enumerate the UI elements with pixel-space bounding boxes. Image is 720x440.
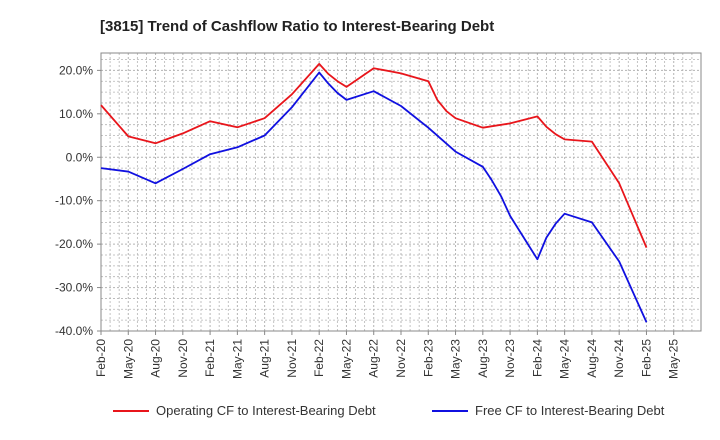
y-tick-label: -30.0% [55,281,93,295]
x-tick-label: Nov-20 [176,339,190,378]
y-tick-label: 10.0% [59,107,93,121]
x-tick-label: May-22 [339,339,353,379]
x-tick-label: May-23 [449,339,463,379]
series-line-2 [100,71,648,323]
x-tick-label: Aug-23 [476,339,490,378]
x-tick-label: Aug-20 [149,339,163,378]
y-axis-tick-labels: 20.0% 10.0% 0.0% -10.0% -20.0% -30.0% -40.0% [55,63,93,338]
x-tick-label: Feb-25 [639,339,653,377]
x-tick-label: Feb-24 [530,339,544,377]
x-tick-label: May-20 [121,339,135,379]
legend: Operating CF to Interest-Bearing Debt Fre… [113,403,665,418]
x-tick-label: Aug-21 [258,339,272,378]
grid [100,53,702,332]
y-tick-label: -40.0% [55,324,93,338]
x-tick-label: Nov-22 [394,339,408,378]
x-axis-tick-labels: Feb-20 May-20 Aug-20 Nov-20 Feb-21 May-21 Aug-… [94,339,681,379]
x-tick-label: Aug-24 [585,339,599,378]
y-tick-label: 0.0% [66,150,94,164]
x-tick-label: May-25 [667,339,681,379]
x-tick-label: Feb-21 [203,339,217,377]
series-line-1 [100,63,648,248]
axes [97,52,702,335]
y-tick-label: -10.0% [55,194,93,208]
x-tick-label: Feb-22 [312,339,326,377]
x-tick-label: May-21 [230,339,244,379]
legend-label-1: Operating CF to Interest-Bearing Debt [156,403,376,418]
x-tick-label: Nov-23 [503,339,517,378]
x-tick-label: Aug-22 [367,339,381,378]
y-tick-label: 20.0% [59,63,93,77]
series-lines [100,63,648,323]
legend-label-2: Free CF to Interest-Bearing Debt [475,403,665,418]
x-tick-label: May-24 [558,339,572,379]
x-tick-label: Feb-20 [94,339,108,377]
chart-title: [3815] Trend of Cashflow Ratio to Intere… [100,18,494,35]
x-tick-label: Nov-21 [285,339,299,378]
x-tick-label: Nov-24 [612,339,626,378]
y-tick-label: -20.0% [55,237,93,251]
x-tick-label: Feb-23 [421,339,435,377]
